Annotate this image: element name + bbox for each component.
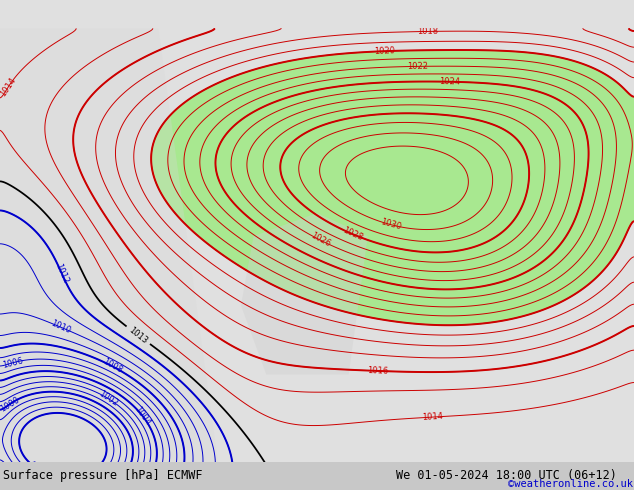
Text: 1012: 1012 <box>54 263 70 285</box>
Text: 1022: 1022 <box>407 62 429 71</box>
Text: 1028: 1028 <box>341 226 364 243</box>
Text: 1010: 1010 <box>49 318 72 336</box>
Text: 1030: 1030 <box>380 218 402 232</box>
Text: 1008: 1008 <box>101 357 124 375</box>
Text: 1014: 1014 <box>422 412 443 422</box>
Text: ©weatheronline.co.uk: ©weatheronline.co.uk <box>508 479 633 489</box>
Text: Surface pressure [hPa] ECMWF: Surface pressure [hPa] ECMWF <box>3 469 203 482</box>
Text: 1024: 1024 <box>439 77 460 86</box>
Polygon shape <box>241 213 368 374</box>
Text: 1016: 1016 <box>368 366 389 376</box>
Text: 1018: 1018 <box>417 27 438 36</box>
Text: 1000: 1000 <box>0 395 21 414</box>
Text: 1013: 1013 <box>127 325 150 345</box>
Text: We 01-05-2024 18:00 UTC (06+12): We 01-05-2024 18:00 UTC (06+12) <box>396 469 617 482</box>
Text: 1004: 1004 <box>133 405 152 427</box>
Text: 996: 996 <box>27 460 46 476</box>
Text: 998: 998 <box>47 480 64 490</box>
Polygon shape <box>0 28 222 490</box>
Text: 1006: 1006 <box>1 356 24 369</box>
Text: 1020: 1020 <box>374 46 395 56</box>
Text: 1026: 1026 <box>309 231 332 249</box>
Text: 1014: 1014 <box>0 76 18 98</box>
Text: 1002: 1002 <box>97 389 119 408</box>
